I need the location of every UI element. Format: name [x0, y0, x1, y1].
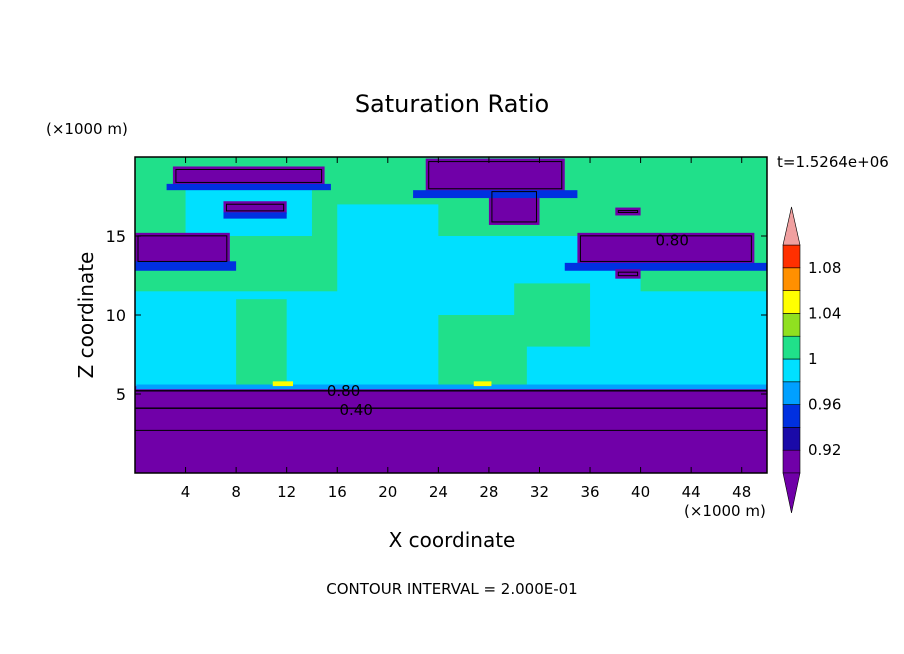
heatmap-region — [135, 261, 237, 271]
contour-label: 0.40 — [339, 401, 372, 419]
x-tick-label: 16 — [328, 483, 347, 501]
x-tick-label: 32 — [530, 483, 549, 501]
colorbar-swatch — [782, 358, 801, 383]
contour-line — [428, 161, 563, 190]
colorbar-swatch — [782, 449, 801, 474]
heatmap-region — [473, 381, 492, 387]
x-tick-label: 4 — [181, 483, 191, 501]
heatmap-region — [223, 201, 287, 214]
heatmap-region — [135, 386, 767, 473]
x-tick-label: 24 — [429, 483, 448, 501]
contour-label: 0.80 — [327, 382, 360, 400]
contour-line — [617, 271, 639, 277]
x-tick-label: 40 — [631, 483, 650, 501]
contour-lines — [135, 161, 767, 431]
heatmap-region — [615, 269, 641, 279]
colorbar-swatch — [782, 267, 801, 291]
contour-line — [617, 210, 639, 213]
heatmap-region — [272, 381, 293, 387]
heatmap-region — [438, 315, 527, 387]
colorbar-label: 1.04 — [808, 304, 841, 322]
heatmap-region — [577, 232, 755, 265]
x-tick-label: 48 — [732, 483, 751, 501]
contour-line — [137, 235, 228, 262]
y-tick-label: 5 — [116, 385, 126, 404]
contour-line — [579, 235, 752, 262]
x-tick-label: 8 — [231, 483, 241, 501]
contour-line — [175, 168, 323, 183]
colorbar-label: 1 — [808, 350, 818, 368]
y-axis: 5 10 15 — [106, 227, 767, 404]
colorbar-swatch — [782, 290, 801, 314]
heatmap-region — [514, 283, 591, 347]
x-tick-label: 44 — [682, 483, 701, 501]
contour-line — [491, 191, 537, 223]
x-tick-label: 20 — [378, 483, 397, 501]
colorbar: 0.92 0.96 1 1.04 1.08 — [782, 206, 841, 514]
heatmap-regions — [135, 157, 767, 473]
y-axis-label: Z coordinate — [74, 252, 98, 379]
y-tick-label: 15 — [106, 227, 126, 246]
heatmap-region — [425, 158, 565, 192]
x-tick-label: 12 — [277, 483, 296, 501]
x-unit-label: (×1000 m) — [684, 502, 766, 520]
heatmap-region — [136, 384, 767, 390]
heatmap-region — [236, 299, 287, 387]
colorbar-swatch — [782, 427, 801, 451]
heatmap-region — [223, 212, 287, 219]
time-label: t=1.5264e+06 — [777, 153, 889, 171]
colorbar-swatch — [782, 244, 801, 269]
heatmap-region — [172, 166, 325, 186]
heatmap-region — [166, 183, 331, 191]
contour-label: 0.80 — [655, 232, 688, 250]
x-axis: 4 8 12 16 20 24 28 32 36 40 44 48 — [181, 157, 751, 501]
colorbar-under-arrow — [782, 472, 801, 514]
y-unit-label: (×1000 m) — [46, 120, 128, 138]
colorbar-over-arrow — [782, 206, 801, 246]
y-tick-label: 10 — [106, 306, 126, 325]
x-tick-label: 36 — [580, 483, 599, 501]
heatmap-region — [615, 207, 641, 216]
x-axis-label: X coordinate — [389, 528, 516, 552]
contour-interval-note: CONTOUR INTERVAL = 2.000E-01 — [326, 580, 577, 598]
contour-labels: 0.800.400.80 — [327, 232, 689, 419]
colorbar-swatch — [782, 381, 801, 405]
x-tick-label: 28 — [479, 483, 498, 501]
heatmap-region — [564, 262, 767, 271]
colorbar-label: 1.08 — [808, 259, 841, 277]
heatmap-region — [413, 190, 578, 199]
chart-title: Saturation Ratio — [355, 90, 549, 118]
colorbar-label: 0.96 — [808, 396, 841, 414]
heatmap-region — [135, 232, 230, 265]
colorbar-label: 0.92 — [808, 441, 841, 459]
colorbar-swatch — [782, 313, 801, 337]
colorbar-swatch — [782, 404, 801, 428]
colorbar-swatch — [782, 335, 801, 360]
contour-line — [225, 203, 285, 212]
